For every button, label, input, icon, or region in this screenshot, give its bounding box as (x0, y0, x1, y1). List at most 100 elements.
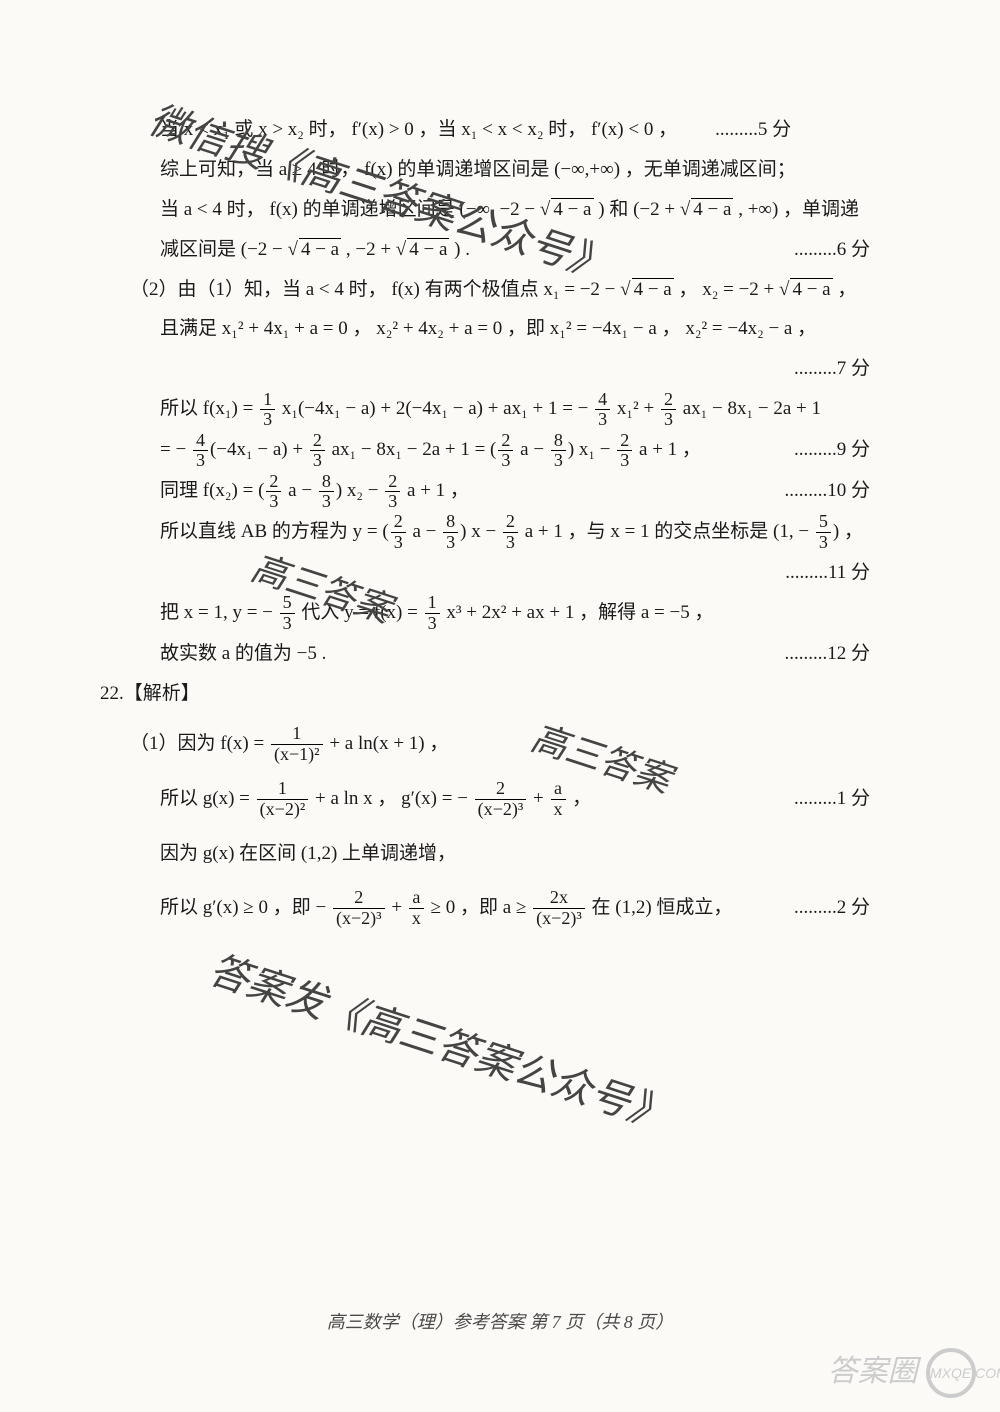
t: 所以直线 AB 的方程为 y = ( (160, 521, 389, 542)
sqrt-arg: 4 − a (551, 198, 593, 220)
fraction: 43 (595, 390, 610, 431)
fraction: 13 (425, 593, 440, 634)
fraction: 83 (551, 431, 566, 472)
sqrt-sym (779, 279, 789, 300)
corner-watermark: 答案圈 MXQE.COM (828, 1346, 976, 1398)
score-mark: .........9 分 (794, 430, 870, 470)
score-mark: .........1 分 (794, 779, 870, 819)
den: 3 (816, 533, 831, 553)
t: x₁² + (612, 398, 659, 419)
fraction: 23 (498, 431, 513, 472)
fraction: 23 (617, 431, 632, 472)
document-page: 微信搜《高三答案公众号》 高三答案 高三答案 答案发《高三答案公众号》 当 x … (0, 0, 1000, 1412)
t: （2）由（1）知，当 a < 4 时， f(x) 有两个极值点 x₁ = −2 … (130, 279, 620, 300)
num: 4 (193, 431, 208, 452)
num: 2 (310, 431, 325, 452)
fraction: 13 (260, 390, 275, 431)
t: ， (833, 279, 857, 300)
den: (x−1)² (271, 745, 323, 765)
text-line-1: 当 x < x₁ 或 x > x₂ 时， f′(x) > 0 ，当 x₁ < x… (100, 110, 900, 150)
t: a − (515, 439, 548, 460)
sqrt-sym (396, 239, 406, 260)
t: + (387, 897, 407, 918)
t: ) 和 (−2 + (594, 199, 680, 220)
sqrt-arg: 4 − a (299, 238, 341, 260)
t: 所以 g(x) = (160, 788, 255, 809)
sqrt-arg: 4 − a (632, 278, 674, 300)
den: x (409, 909, 424, 929)
sqrt-arg: 4 − a (691, 198, 733, 220)
den: 3 (425, 614, 440, 634)
text-line-13: （1）因为 f(x) = 1(x−1)² + a ln(x + 1) ， (100, 724, 900, 765)
t: 把 x = 1, y = − (160, 602, 278, 623)
fraction: 83 (443, 512, 458, 553)
num: a (551, 779, 566, 800)
num: 2 (498, 431, 513, 452)
text-line-9: 同理 f(x₂) = (23 a − 83) x₂ − 23 a + 1 ， .… (100, 471, 900, 512)
sqrt-sym (288, 239, 298, 260)
num: 8 (319, 472, 334, 493)
t: ， x₂ = −2 + (674, 279, 779, 300)
den: (x−2)³ (333, 909, 385, 929)
text-line-4: 减区间是 (−2 − 4 − a , −2 + 4 − a ) . ......… (100, 230, 900, 270)
corner-circle: MXQE.COM (926, 1348, 976, 1398)
num: 5 (280, 593, 295, 614)
fraction: 2(x−2)³ (475, 779, 527, 820)
t: ) x₁ − (568, 439, 615, 460)
t: (−4x₁ − a) + (210, 439, 308, 460)
t: 当 a < 4 时， f(x) 的单调递增区间是 (−∞, −2 − (160, 199, 540, 220)
t: a − (283, 480, 316, 501)
sqrt-arg: 4 − a (790, 278, 832, 300)
text-line-2: 综上可知，当 a ≥ 4 时， f(x) 的单调递增区间是 (−∞,+∞) ，无… (100, 150, 900, 190)
fraction: 2(x−2)³ (333, 888, 385, 929)
num: 2 (333, 888, 385, 909)
den: 3 (310, 451, 325, 471)
num: 1 (260, 390, 275, 411)
t: ) . (449, 239, 470, 260)
den: 3 (443, 533, 458, 553)
den: (x−2)² (257, 800, 309, 820)
score-line-7: .........7 分 (100, 349, 900, 389)
num: 2x (533, 888, 585, 909)
fraction: 1(x−2)² (257, 779, 309, 820)
t: + a ln x ， g′(x) = − (310, 788, 472, 809)
text-line-6: 且满足 x₁² + 4x₁ + a = 0 ， x₂² + 4x₂ + a = … (100, 309, 900, 349)
num: 4 (595, 390, 610, 411)
fraction: 23 (266, 472, 281, 513)
text-line-14: 所以 g(x) = 1(x−2)² + a ln x ， g′(x) = − 2… (100, 779, 900, 820)
t: 减区间是 (−2 − (160, 239, 288, 260)
score-mark: .........10 分 (784, 471, 870, 511)
watermark-diagonal-bottom: 答案发《高三答案公众号》 (203, 937, 677, 1140)
den: 3 (193, 451, 208, 471)
num: 1 (271, 724, 323, 745)
den: (x−2)³ (475, 800, 527, 820)
t: ) x₂ − (336, 480, 383, 501)
t: 故实数 a 的值为 −5 . (160, 643, 326, 664)
text-line-5: （2）由（1）知，当 a < 4 时， f(x) 有两个极值点 x₁ = −2 … (100, 270, 900, 310)
fraction: 2x(x−2)³ (533, 888, 585, 929)
sqrt-sym (620, 279, 630, 300)
den: 3 (280, 614, 295, 634)
den: 3 (391, 533, 406, 553)
t: + (528, 788, 548, 809)
num: 5 (816, 512, 831, 533)
text-line-3: 当 a < 4 时， f(x) 的单调递增区间是 (−∞, −2 − 4 − a… (100, 190, 900, 230)
num: 2 (391, 512, 406, 533)
t: a + 1 ，与 x = 1 的交点坐标是 (1, − (520, 521, 814, 542)
den: (x−2)³ (533, 909, 585, 929)
num: 2 (503, 512, 518, 533)
sqrt-sym (540, 199, 550, 220)
t: a + 1 ， (402, 480, 469, 501)
num: 2 (617, 431, 632, 452)
num: 1 (257, 779, 309, 800)
num: 1 (425, 593, 440, 614)
corner-text: 答案圈 (828, 1355, 918, 1388)
text-line-12: 故实数 a 的值为 −5 . .........12 分 (100, 634, 900, 674)
t: , +∞) ，单调递 (733, 199, 859, 220)
fraction: ax (409, 888, 424, 929)
score-line-11: .........11 分 (100, 553, 900, 593)
t: 同理 f(x₂) = ( (160, 480, 264, 501)
t: 所以 g′(x) ≥ 0 ，即 − (160, 897, 331, 918)
t: ax₁ − 8x₁ − 2a + 1 = ( (327, 439, 497, 460)
den: 3 (260, 410, 275, 430)
